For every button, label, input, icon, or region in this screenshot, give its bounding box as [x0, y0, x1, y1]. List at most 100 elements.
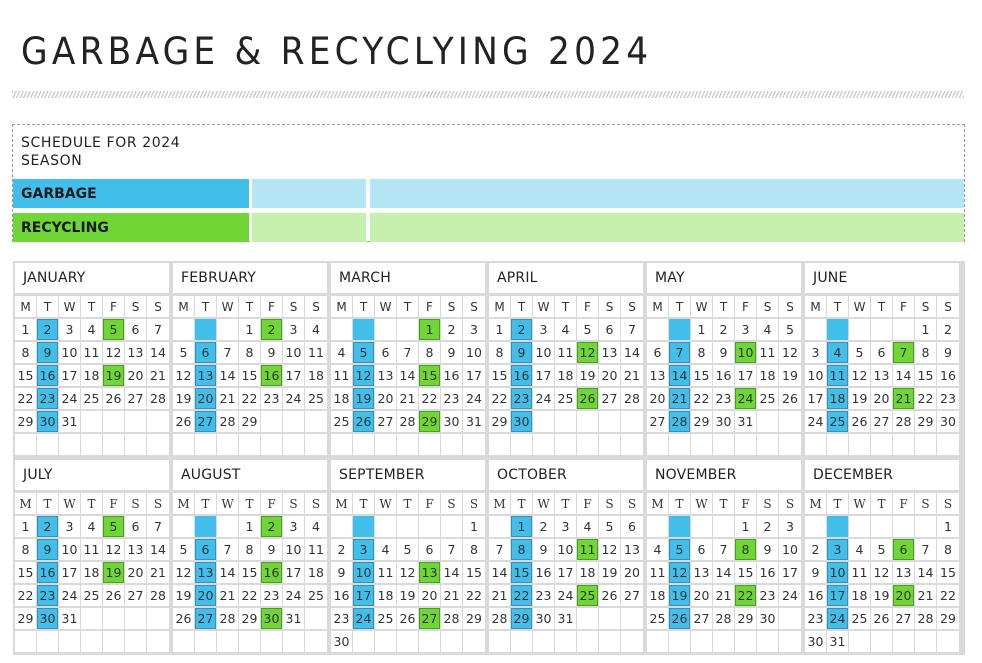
day-cell: 17 — [805, 388, 826, 409]
garbage-day-cell: 10 — [827, 562, 848, 583]
day-cell — [261, 434, 282, 455]
day-cell — [397, 434, 418, 455]
weekday-label: S — [621, 296, 643, 317]
day-cell: 13 — [871, 365, 892, 386]
day-cell: 21 — [621, 365, 643, 386]
day-cell: 7 — [441, 539, 462, 560]
weekday-label: S — [915, 493, 936, 514]
day-cell — [217, 319, 238, 340]
day-cell: 10 — [59, 342, 80, 363]
legend-row-recycling: RECYCLING — [13, 213, 964, 242]
week-row: 8 9 10 11 12 13 14 — [15, 342, 169, 363]
day-cell: 19 — [173, 585, 194, 606]
garbage-day-cell: 9 — [37, 539, 58, 560]
day-cell: 21 — [397, 388, 418, 409]
day-cell — [305, 608, 327, 629]
garbage-day-cell — [353, 319, 374, 340]
day-cell — [125, 608, 146, 629]
day-cell: 9 — [937, 342, 959, 363]
day-cell: 1 — [239, 516, 260, 537]
day-cell: 8 — [15, 539, 36, 560]
week-row: 18 19 20 21 22 23 24 — [647, 585, 801, 606]
day-cell: 2 — [713, 319, 734, 340]
day-cell: 12 — [103, 539, 124, 560]
day-cell: 23 — [713, 388, 734, 409]
day-cell: 20 — [647, 388, 668, 409]
weekday-label: M — [647, 493, 668, 514]
legend-title: SCHEDULE FOR 2024 SEASON — [21, 134, 180, 170]
day-cell: 3 — [555, 516, 576, 537]
day-cell: 13 — [893, 562, 914, 583]
day-cell: 7 — [489, 539, 510, 560]
decorative-divider — [12, 91, 964, 98]
day-cell: 26 — [103, 388, 124, 409]
weekday-label: T — [713, 493, 734, 514]
garbage-day-cell: 10 — [353, 562, 374, 583]
day-cell: 1 — [15, 319, 36, 340]
day-cell: 12 — [871, 562, 892, 583]
day-cell: 11 — [305, 342, 327, 363]
garbage-day-cell — [827, 319, 848, 340]
day-cell — [893, 319, 914, 340]
garbage-day-cell: 16 — [37, 562, 58, 583]
weekday-label: T — [81, 296, 102, 317]
week-row: 18 19 20 21 22 23 24 — [331, 388, 485, 409]
day-cell: 14 — [217, 562, 238, 583]
month-september: SEPTEMBER M T W T F S S 1 2 3 4 5 6 7 8 9 10 11 12 13 14 15 16 1… — [329, 458, 485, 655]
day-cell: 14 — [915, 562, 936, 583]
garbage-day-cell: 25 — [827, 411, 848, 432]
day-cell — [217, 516, 238, 537]
day-cell: 22 — [489, 388, 510, 409]
weekday-label: F — [577, 493, 598, 514]
day-cell: 26 — [103, 585, 124, 606]
day-cell: 18 — [81, 365, 102, 386]
weekday-label: S — [283, 296, 304, 317]
day-cell: 9 — [261, 342, 282, 363]
day-cell: 12 — [599, 539, 620, 560]
day-cell — [621, 631, 643, 652]
day-cell — [647, 319, 668, 340]
day-cell: 31 — [59, 608, 80, 629]
day-cell — [489, 434, 510, 455]
day-cell — [937, 631, 959, 652]
day-cell: 14 — [147, 539, 169, 560]
day-cell — [489, 516, 510, 537]
day-cell: 29 — [915, 411, 936, 432]
weekday-label: S — [441, 493, 462, 514]
day-cell — [331, 434, 352, 455]
week-row: 15 16 17 18 19 20 21 — [15, 365, 169, 386]
day-cell: 22 — [239, 388, 260, 409]
weekday-label: M — [15, 493, 36, 514]
weekday-label: W — [375, 296, 396, 317]
day-cell — [805, 319, 826, 340]
day-cell: 9 — [331, 562, 352, 583]
day-cell: 1 — [463, 516, 485, 537]
week-row: 4 5 6 7 8 9 10 — [331, 342, 485, 363]
weekday-label: T — [195, 493, 216, 514]
day-cell: 13 — [599, 342, 620, 363]
garbage-day-cell: 20 — [195, 388, 216, 409]
day-cell: 15 — [239, 562, 260, 583]
day-cell: 22 — [463, 585, 485, 606]
weekday-label: T — [511, 296, 532, 317]
weekday-label: T — [871, 296, 892, 317]
day-cell: 24 — [283, 585, 304, 606]
recycling-day-cell: 26 — [577, 388, 598, 409]
weekday-label: F — [893, 296, 914, 317]
day-cell: 20 — [599, 365, 620, 386]
week-row: 10 11 12 13 14 15 16 — [805, 365, 959, 386]
day-cell — [239, 434, 260, 455]
garbage-day-cell: 9 — [511, 342, 532, 363]
day-cell — [15, 434, 36, 455]
day-cell: 18 — [577, 562, 598, 583]
day-cell: 23 — [533, 585, 554, 606]
garbage-day-cell: 6 — [195, 342, 216, 363]
day-cell: 14 — [489, 562, 510, 583]
day-cell: 5 — [779, 319, 801, 340]
weekday-label: T — [397, 296, 418, 317]
day-cell: 30 — [533, 608, 554, 629]
